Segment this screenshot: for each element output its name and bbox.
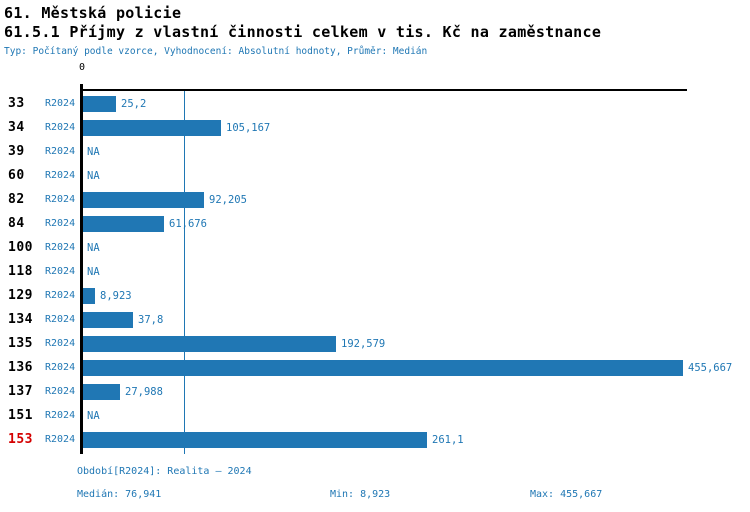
chart-row: 84 R2024 61,676 (0, 212, 750, 236)
bar-value-label: 61,676 (169, 218, 207, 230)
footer-period-info: Období[R2024]: Realita – 2024 (77, 466, 252, 477)
chart-row: 118 R2024 NA (0, 260, 750, 284)
chart-row: 100 R2024 NA (0, 236, 750, 260)
row-period-label: R2024 (45, 386, 76, 397)
row-period-label: R2024 (45, 290, 76, 301)
report-title: 61. Městská policie (4, 4, 182, 22)
row-category-label: 137 (8, 384, 33, 399)
row-period-label: R2024 (45, 314, 76, 325)
bar (83, 312, 133, 328)
bar (83, 288, 95, 304)
row-period-label: R2024 (45, 410, 76, 421)
bar (83, 336, 336, 352)
row-category-label: 39 (8, 144, 25, 159)
chart-row: 39 R2024 NA (0, 140, 750, 164)
chart-row: 134 R2024 37,8 (0, 308, 750, 332)
row-category-label: 100 (8, 240, 33, 255)
row-category-label: 118 (8, 264, 33, 279)
row-category-label: 82 (8, 192, 25, 207)
row-category-label: 33 (8, 96, 25, 111)
chart-row: 137 R2024 27,988 (0, 380, 750, 404)
row-period-label: R2024 (45, 434, 76, 445)
bar-value-label: 27,988 (125, 386, 163, 398)
bar-value-label: 455,667 (688, 362, 733, 374)
chart-title: 61.5.1 Příjmy z vlastní činnosti celkem … (4, 23, 602, 41)
chart-row: 136 R2024 455,667 (0, 356, 750, 380)
bar-value-label: NA (87, 242, 100, 254)
bar (83, 216, 164, 232)
x-axis-line (81, 89, 687, 91)
row-period-label: R2024 (45, 218, 76, 229)
bar (83, 384, 120, 400)
row-category-label: 151 (8, 408, 33, 423)
row-category-label: 136 (8, 360, 33, 375)
bar-value-label: 92,205 (209, 194, 247, 206)
row-period-label: R2024 (45, 170, 76, 181)
bar-value-label: NA (87, 266, 100, 278)
chart-row: 153 R2024 261,1 (0, 428, 750, 452)
footer-median: Medián: 76,941 (77, 489, 162, 500)
row-category-label: 34 (8, 120, 25, 135)
bar-value-label: 8,923 (100, 290, 132, 302)
chart-row: 135 R2024 192,579 (0, 332, 750, 356)
bar-value-label: NA (87, 170, 100, 182)
y-axis-line (80, 84, 83, 454)
footer-max: Max: 455,667 (530, 489, 603, 500)
row-category-label: 134 (8, 312, 33, 327)
footer-min: Min: 8,923 (330, 489, 391, 500)
chart-row: 33 R2024 25,2 (0, 92, 750, 116)
row-period-label: R2024 (45, 362, 76, 373)
bar-value-label: 192,579 (341, 338, 386, 350)
bar (83, 192, 204, 208)
chart-meta: Typ: Počítaný podle vzorce, Vyhodnocení:… (4, 46, 428, 57)
row-period-label: R2024 (45, 98, 76, 109)
row-period-label: R2024 (45, 266, 76, 277)
row-category-label: 60 (8, 168, 25, 183)
bar (83, 120, 221, 136)
chart-row: 129 R2024 8,923 (0, 284, 750, 308)
row-category-label: 129 (8, 288, 33, 303)
bar-value-label: 261,1 (432, 434, 464, 446)
row-period-label: R2024 (45, 242, 76, 253)
row-period-label: R2024 (45, 194, 76, 205)
chart-row: 60 R2024 NA (0, 164, 750, 188)
row-category-label: 135 (8, 336, 33, 351)
bar-value-label: NA (87, 146, 100, 158)
row-period-label: R2024 (45, 146, 76, 157)
bar-value-label: 25,2 (121, 98, 147, 110)
row-category-label: 153 (8, 432, 33, 447)
bar-value-label: 105,167 (226, 122, 271, 134)
bar (83, 96, 116, 112)
bar (83, 360, 683, 376)
bar-value-label: NA (87, 410, 100, 422)
axis-origin-label: 0 (78, 62, 86, 73)
row-period-label: R2024 (45, 122, 76, 133)
row-category-label: 84 (8, 216, 25, 231)
chart-rows: 33 R2024 25,2 34 R2024 105,167 39 R2024 … (0, 92, 750, 452)
median-line (184, 91, 185, 454)
chart-row: 34 R2024 105,167 (0, 116, 750, 140)
chart-row: 151 R2024 NA (0, 404, 750, 428)
bar (83, 432, 427, 448)
chart-row: 82 R2024 92,205 (0, 188, 750, 212)
bar-value-label: 37,8 (138, 314, 164, 326)
row-period-label: R2024 (45, 338, 76, 349)
